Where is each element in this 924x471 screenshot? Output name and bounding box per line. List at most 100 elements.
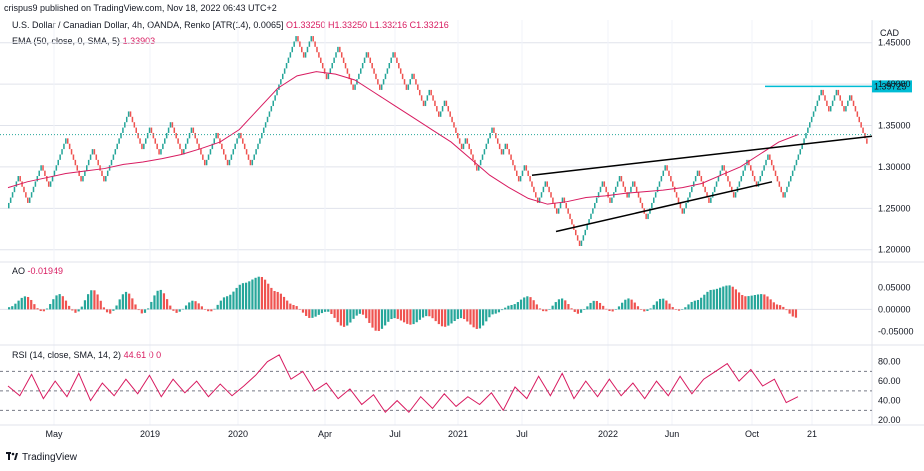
renko-brick-up — [599, 186, 602, 193]
renko-brick-up — [124, 122, 126, 128]
renko-brick-up — [87, 159, 90, 166]
ao-bar — [662, 298, 665, 310]
ao-bar — [93, 290, 96, 310]
renko-brick-down — [179, 143, 181, 150]
ao-bar — [71, 309, 74, 311]
ao-bar — [200, 306, 203, 310]
renko-brick-down — [25, 192, 27, 198]
renko-brick-up — [559, 202, 562, 209]
renko-brick-down — [403, 79, 406, 85]
renko-brick-down — [398, 62, 400, 69]
renko-brick-down — [242, 138, 244, 144]
ao-bar — [137, 309, 140, 311]
renko-brick-down — [866, 138, 868, 144]
renko-brick-up — [614, 186, 617, 193]
renko-brick-up — [483, 149, 486, 155]
renko-brick-down — [325, 73, 328, 80]
renko-brick-up — [110, 159, 113, 166]
ao-bar — [393, 309, 396, 319]
ao-bar — [510, 304, 513, 310]
renko-brick-down — [352, 84, 354, 90]
renko-brick-up — [630, 186, 632, 193]
footer-brand[interactable]: TradingView — [6, 452, 77, 463]
ao-bar — [611, 309, 614, 312]
ao-bar — [64, 300, 68, 310]
renko-brick-down — [550, 192, 552, 198]
ao-bar — [425, 309, 428, 317]
ao-bar — [545, 309, 548, 312]
renko-brick-down — [438, 111, 440, 117]
renko-brick-down — [529, 176, 531, 182]
renko-brick-down — [47, 181, 50, 187]
renko-brick-down — [607, 192, 609, 198]
renko-brick-down — [445, 100, 448, 107]
price-tick-label: 1.30000 — [878, 162, 911, 172]
ao-bar — [668, 303, 671, 310]
ao-bar — [197, 303, 200, 310]
renko-brick-down — [314, 41, 316, 47]
renko-brick-up — [274, 95, 276, 101]
renko-brick-down — [858, 116, 861, 123]
ao-bar — [769, 299, 772, 310]
renko-brick-down — [373, 68, 375, 74]
ao-bar — [564, 300, 567, 310]
ao-bar — [207, 309, 210, 312]
renko-brick-down — [666, 165, 668, 171]
renko-brick-down — [609, 197, 611, 203]
renko-brick-down — [223, 149, 225, 155]
renko-brick-up — [125, 116, 128, 123]
renko-brick-down — [101, 170, 103, 177]
renko-brick-up — [304, 52, 307, 58]
time-tick-label: Jun — [665, 429, 680, 439]
renko-brick-down — [856, 111, 859, 117]
ao-bar — [191, 300, 194, 310]
ao-bar — [241, 283, 245, 310]
renko-brick-down — [679, 202, 682, 209]
renko-brick-up — [742, 170, 744, 177]
renko-brick-up — [295, 36, 297, 42]
renko-brick-up — [118, 138, 120, 144]
time-tick-label: Apr — [318, 429, 332, 439]
renko-brick-up — [333, 57, 335, 63]
renko-brick-down — [854, 106, 857, 112]
renko-brick-up — [845, 106, 847, 112]
renko-brick-down — [453, 122, 455, 128]
ao-bar — [532, 300, 535, 310]
ao-bar — [737, 292, 741, 310]
renko-brick-up — [32, 186, 35, 193]
renko-brick-down — [493, 127, 495, 133]
ao-bar — [153, 295, 156, 310]
renko-brick-down — [751, 170, 754, 177]
renko-brick-up — [337, 46, 339, 53]
renko-brick-up — [238, 132, 240, 139]
ao-bar — [301, 309, 305, 313]
ao-bar — [333, 309, 336, 318]
ao-bar — [658, 298, 662, 310]
renko-brick-up — [481, 154, 484, 160]
renko-brick-down — [672, 181, 674, 187]
ao-bar — [14, 303, 17, 310]
renko-brick-up — [354, 84, 356, 90]
renko-brick-down — [780, 186, 782, 193]
renko-brick-down — [708, 197, 710, 203]
renko-brick-down — [171, 122, 174, 128]
renko-brick-up — [8, 202, 10, 209]
ao-bar — [77, 309, 80, 312]
renko-brick-down — [137, 132, 139, 139]
ao-bar — [172, 309, 175, 311]
renko-brick-up — [424, 100, 427, 107]
ao-bar — [349, 309, 352, 323]
renko-brick-up — [287, 57, 290, 63]
ao-bar — [794, 309, 798, 318]
ao-bar — [380, 309, 384, 329]
ao-bar — [684, 307, 687, 310]
renko-brick-up — [268, 111, 271, 117]
ao-bar — [573, 309, 576, 312]
ao-bar — [526, 296, 529, 310]
renko-brick-up — [86, 165, 88, 171]
renko-brick-up — [812, 111, 815, 117]
ao-bar — [598, 302, 602, 310]
ao-bar — [342, 309, 346, 327]
renko-brick-down — [565, 202, 567, 209]
